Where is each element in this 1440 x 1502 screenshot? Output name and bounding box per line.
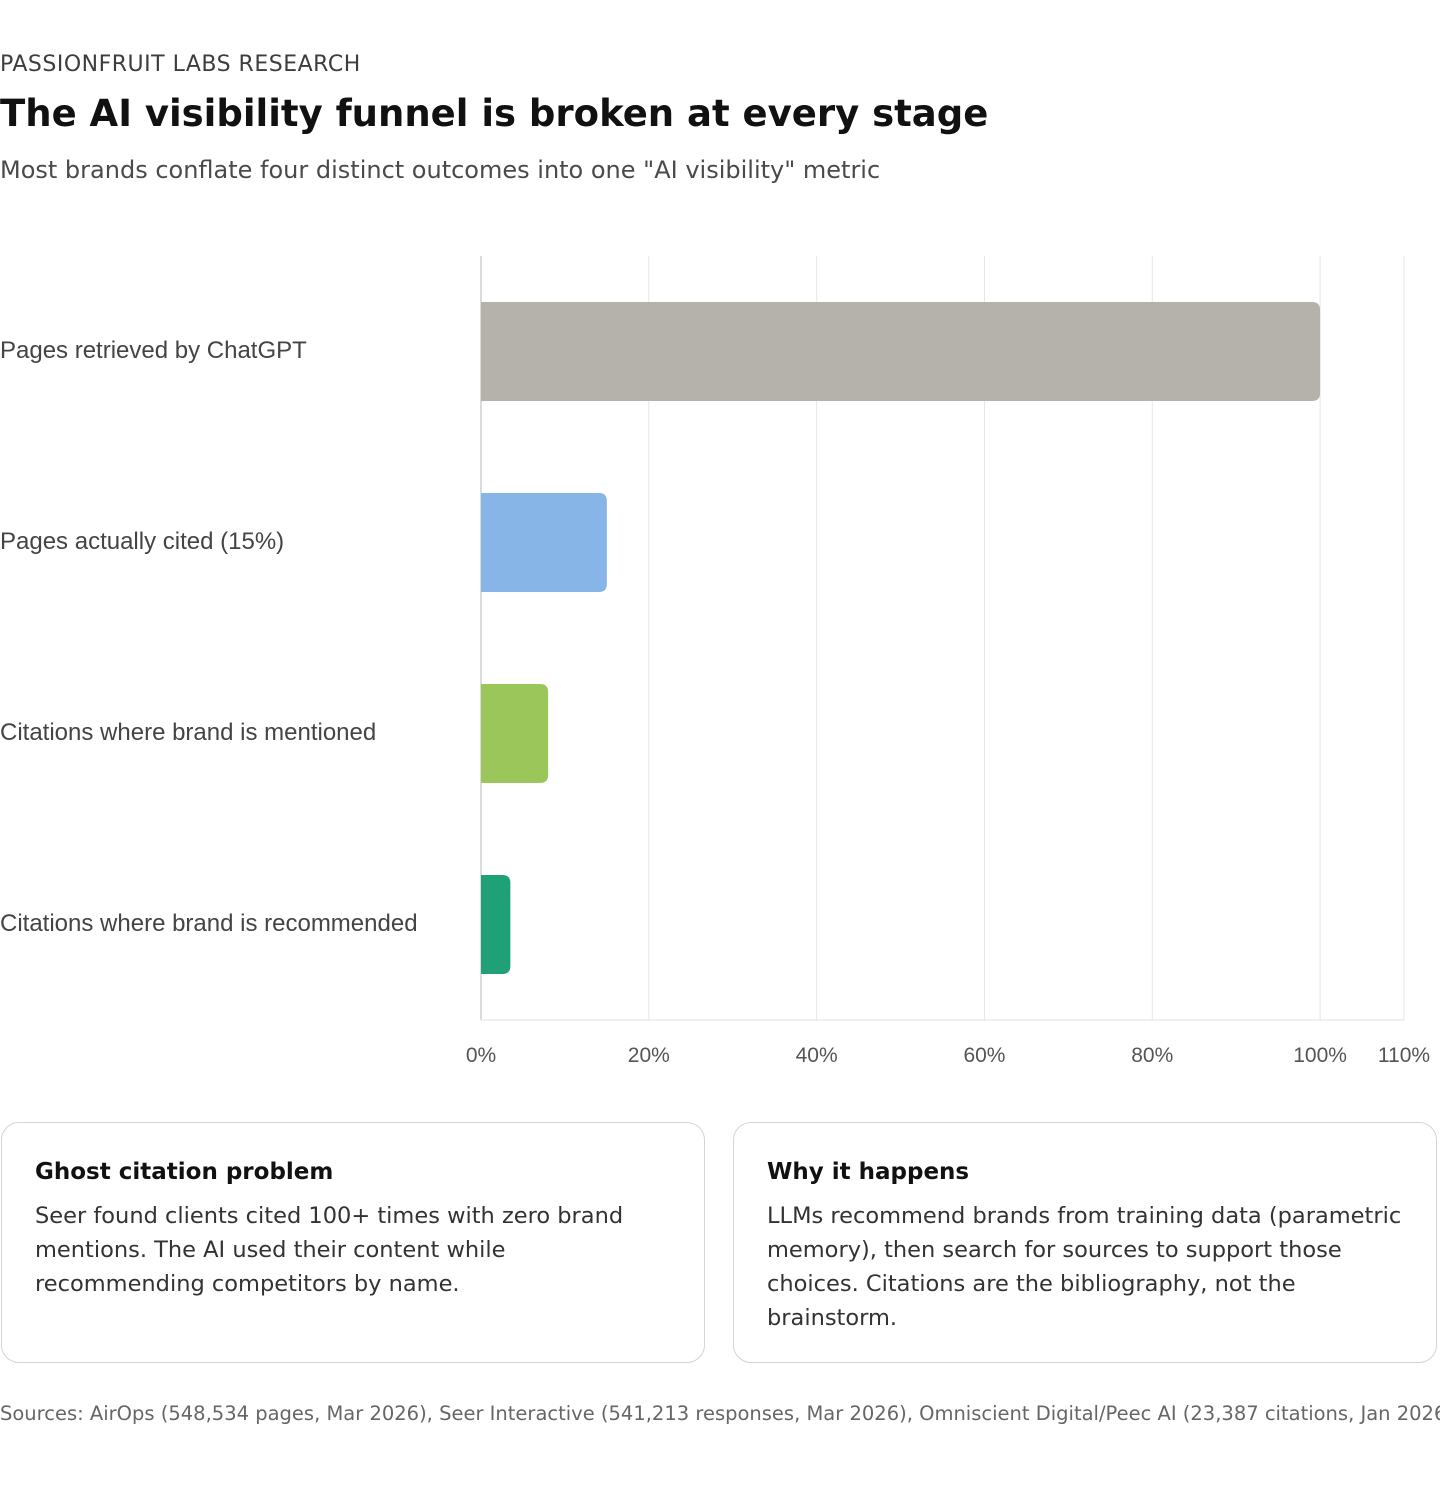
bar-2 [481, 493, 607, 592]
x-tick-label-0: 0% [466, 1044, 496, 1067]
x-tick-label-5: 100% [1293, 1044, 1347, 1067]
card-body: Seer found clients cited 100+ times with… [35, 1203, 624, 1297]
sources-footnote: Sources: AirOps (548,534 pages, Mar 2026… [0, 1402, 1440, 1425]
page-title: The AI visibility funnel is broken at ev… [0, 92, 989, 135]
x-tick-label-3: 60% [963, 1044, 1005, 1067]
page-subtitle: Most brands conflate four distinct outco… [0, 156, 881, 184]
category-label-3: Citations where brand is mentioned [0, 719, 376, 746]
bar-1 [481, 302, 1321, 401]
eyebrow-label: PASSIONFRUIT LABS RESEARCH [0, 52, 361, 77]
x-tick-label-6: 110% [1378, 1044, 1430, 1067]
bar-3 [481, 684, 549, 783]
category-label-1: Pages retrieved by ChatGPT [0, 337, 307, 364]
why-it-happens-card: Why it happens LLMs recommend brands fro… [733, 1122, 1437, 1363]
x-tick-label-2: 40% [796, 1044, 838, 1067]
x-tick-label-1: 20% [628, 1044, 670, 1067]
bar-4 [481, 875, 511, 974]
category-label-2: Pages actually cited (15%) [0, 528, 284, 555]
funnel-bar-chart: Pages retrieved by ChatGPT Pages actually… [0, 256, 1430, 1067]
x-tick-label-4: 80% [1131, 1044, 1173, 1067]
card-title: Why it happens [767, 1159, 970, 1185]
card-title: Ghost citation problem [35, 1159, 334, 1185]
category-label-4: Citations where brand is recommended [0, 910, 418, 937]
card-body: LLMs recommend brands from training data… [767, 1203, 1402, 1331]
ghost-citation-card: Ghost citation problem Seer found client… [1, 1122, 705, 1363]
